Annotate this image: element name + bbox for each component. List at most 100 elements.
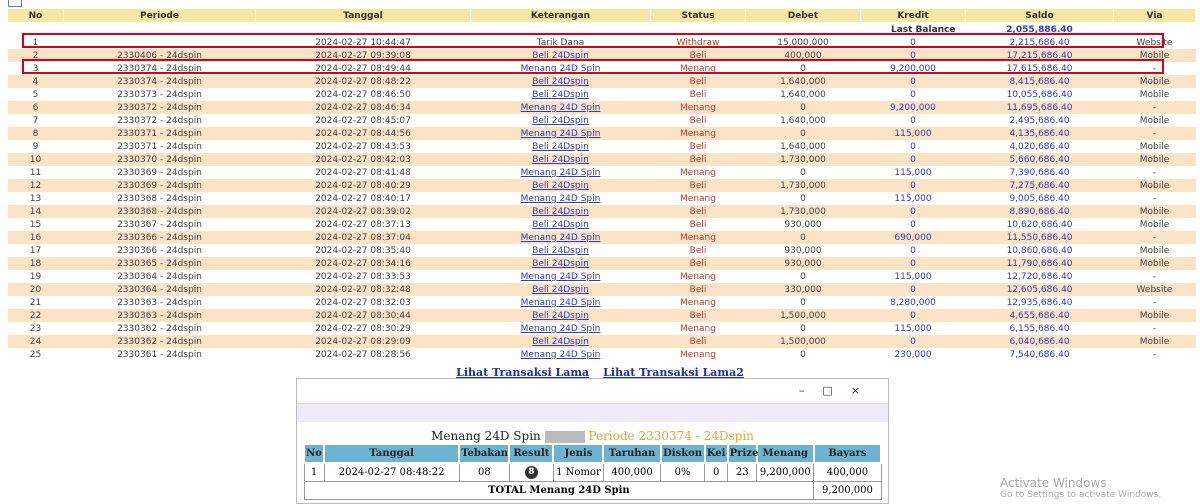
cell: 18 [7,257,64,270]
cell: 2024-02-27 08:45:07 [315,115,411,126]
cell: 0 [910,115,916,126]
description-link[interactable]: Menang 24D Spin [520,63,601,74]
column-header: Prize [726,443,758,464]
cell: 11,790,686.40 [965,257,1114,270]
cell: 1,730,000 [745,179,861,192]
cell: 9,200,000 [890,63,936,74]
address-bar [297,404,888,422]
cell: 8 [7,127,64,140]
cell: 11,695,686.40 [965,101,1114,114]
cell: 2024-02-27 08:49:44 [315,63,411,74]
watermark: Activate Windows Go to Settings to activa… [1000,476,1161,500]
cell: Mobile [1139,89,1170,100]
description-link[interactable]: Beli 24Dspin [532,89,589,100]
cell: Beli 24Dspin [471,140,651,153]
description-link[interactable]: Beli 24Dspin [532,115,589,126]
description-link[interactable]: Menang 24D Spin [520,193,601,204]
cell: Beli 24Dspin [470,49,651,62]
transaction-row: 3 2330374 - 24dspin 2024-02-27 08:49:44 Men… [8,62,1196,75]
column-header: Kredit [860,8,966,23]
detail-table: No Tanggal Tebakan Result Jenis Taruhan Diskon… [302,443,883,500]
cell: 4 [7,75,64,88]
cell: 1 [32,37,39,48]
last-balance-row: Last Balance 2,055,886.40 [8,23,1196,37]
description-link[interactable]: Menang 24D Spin [520,271,601,282]
window-controls[interactable]: –□× [798,384,878,397]
description-link[interactable]: Beli 24Dspin [532,245,589,256]
description-link[interactable]: Beli 24Dspin [532,141,589,152]
cell: 2024-02-27 08:42:03 [255,153,471,166]
periode: Periode 2330374 - 24Dspin [588,429,754,443]
cell: 0 [910,219,916,230]
description-link[interactable]: Beli 24Dspin [532,258,589,269]
cell: - [1152,63,1157,74]
transaction-row: 25 2330361 - 24dspin 2024-02-27 08:28:56 Me… [8,348,1196,361]
cell: 5 [32,89,39,100]
cell: Mobile [1113,309,1196,322]
last-balance-value: 2,055,886.40 [1006,24,1073,35]
cell: Beli [689,89,707,100]
description-link[interactable]: Beli 24Dspin [532,50,589,61]
cell: 2024-02-27 08:48:22 [323,462,460,482]
cell: Beli 24Dspin [470,257,651,270]
cell: 9,200,000 [756,462,815,482]
description-link[interactable]: Menang 24D Spin [520,167,601,178]
description-link[interactable]: Beli 24Dspin [532,336,589,347]
cell: Mobile [1113,205,1196,218]
cell: 0 [800,193,806,204]
cell: Mobile [1113,75,1196,88]
cell: 4,135,686.40 [965,127,1114,140]
cell: 230,000 [894,349,932,360]
cell: Mobile [1139,219,1170,230]
cell: 7,275,686.40 [965,179,1114,192]
cell: Menang [680,323,716,334]
description-link[interactable]: Beli 24Dspin [532,76,589,87]
cell: - [1152,167,1157,178]
description-link[interactable]: Menang 24D Spin [520,232,601,243]
description-link[interactable]: Menang 24D Spin [520,102,601,113]
cell: 930,000 [784,219,822,230]
cell: 2330372 - 24dspin [63,101,256,114]
description-link[interactable]: Beli 24Dspin [532,206,589,217]
cell: 2330364 - 24dspin [63,283,256,296]
description-link[interactable]: Beli 24Dspin [532,154,589,165]
cell: 2,495,686.40 [1009,115,1070,126]
description-link[interactable]: Beli 24Dspin [532,310,589,321]
cell: 2024-02-27 08:33:53 [315,271,411,282]
cell: 2330367 - 24dspin [117,219,202,230]
description-link[interactable]: Menang 24D Spin [520,349,601,360]
description-link[interactable]: Beli 24Dspin [532,284,589,295]
description-link[interactable]: Beli 24Dspin [532,219,589,230]
cell: 2330362 - 24dspin [63,335,256,348]
cell: 10,620,686.40 [1006,219,1073,230]
highlight-box [22,33,1164,48]
cell: 0 [910,89,916,100]
description-link[interactable]: Menang 24D Spin [520,297,601,308]
cell: Beli [689,115,707,126]
column-header: Result [508,443,555,464]
cell: 20 [7,283,64,296]
cell: 2024-02-27 08:29:09 [255,335,471,348]
cell: 2330370 - 24dspin [63,153,256,166]
cell: 2024-02-27 08:39:02 [255,205,471,218]
cell: 1,500,000 [745,335,861,348]
description-link[interactable]: Menang 24D Spin [520,128,601,139]
transaction-row: 17 2330366 - 24dspin 2024-02-27 08:35:40 Be… [8,244,1196,257]
description-link[interactable]: Menang 24D Spin [520,323,601,334]
transaction-row: 24 2330362 - 24dspin 2024-02-27 08:29:09 Be… [7,335,1196,348]
cell: 15 [29,219,42,230]
cell: 2024-02-27 08:41:48 [315,167,411,178]
cell: 400,000 [602,462,662,482]
transaction-table: No Periode Tanggal Keterangan Status Debet Kre… [7,8,1196,361]
description-link[interactable]: Beli 24Dspin [532,180,589,191]
cell: 2 [7,49,64,62]
cell: 25 [29,349,42,360]
transaction-row: 14 2330368 - 24dspin 2024-02-27 08:39:02 Be… [7,205,1196,218]
cell: Beli [650,153,746,166]
link[interactable]: Lihat Transaksi Lama [456,366,590,379]
link[interactable]: Lihat Transaksi Lama2 [603,366,744,379]
column-header: Menang [755,443,815,464]
cell: 1,640,000 [780,141,826,152]
transaction-row: 23 2330362 - 24dspin 2024-02-27 08:30:29 Me… [8,322,1196,335]
cell: 10,055,686.40 [1006,89,1073,100]
